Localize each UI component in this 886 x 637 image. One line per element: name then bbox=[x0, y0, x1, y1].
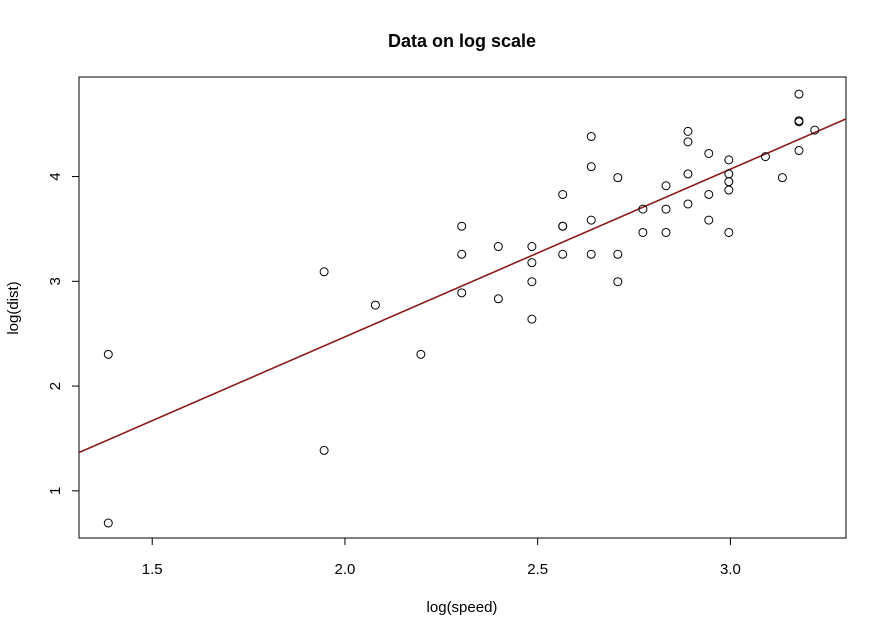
data-point bbox=[586, 162, 596, 172]
data-point bbox=[724, 177, 734, 187]
data-point bbox=[527, 258, 537, 268]
data-point bbox=[527, 314, 537, 324]
data-point bbox=[370, 300, 380, 310]
data-point bbox=[493, 242, 503, 252]
data-point bbox=[683, 169, 693, 179]
data-point bbox=[810, 125, 820, 135]
data-point bbox=[760, 152, 770, 162]
data-point bbox=[457, 249, 467, 259]
data-point bbox=[586, 132, 596, 142]
data-point bbox=[319, 267, 329, 277]
x-tick-label: 3.0 bbox=[720, 561, 741, 578]
data-point bbox=[613, 277, 623, 287]
data-point bbox=[794, 146, 804, 156]
data-point bbox=[724, 169, 734, 179]
x-tick-label: 2.5 bbox=[527, 561, 548, 578]
x-tick-label: 1.5 bbox=[142, 561, 163, 578]
y-tick-label: 1 bbox=[47, 487, 64, 495]
data-point bbox=[103, 349, 113, 359]
regression-line bbox=[79, 118, 846, 454]
y-tick-label: 3 bbox=[47, 277, 64, 285]
data-point bbox=[683, 199, 693, 209]
y-axis-label: log(dist) bbox=[5, 281, 22, 334]
data-point bbox=[661, 181, 671, 191]
data-point bbox=[558, 221, 568, 231]
data-point bbox=[724, 155, 734, 165]
data-point bbox=[586, 249, 596, 259]
data-point bbox=[103, 518, 113, 528]
data-point bbox=[724, 185, 734, 195]
data-point bbox=[527, 277, 537, 287]
data-point bbox=[638, 204, 648, 214]
plot-area: 1.5 2.0 2.5 3.0 1 2 3 4 bbox=[47, 76, 847, 578]
data-point bbox=[661, 204, 671, 214]
data-point bbox=[704, 215, 714, 225]
data-point bbox=[704, 148, 714, 158]
data-point bbox=[794, 89, 804, 99]
data-point bbox=[661, 227, 671, 237]
data-point bbox=[558, 249, 568, 259]
data-point bbox=[613, 173, 623, 183]
data-point bbox=[794, 116, 804, 126]
data-point bbox=[683, 126, 693, 136]
data-point bbox=[683, 137, 693, 147]
data-point bbox=[527, 242, 537, 252]
data-point bbox=[586, 215, 596, 225]
x-tick-label: 2.0 bbox=[335, 561, 356, 578]
data-point bbox=[493, 294, 503, 304]
chart-title: Data on log scale bbox=[388, 31, 536, 51]
data-point bbox=[613, 249, 623, 259]
data-point bbox=[319, 445, 329, 455]
data-point bbox=[777, 173, 787, 183]
plot-frame bbox=[78, 76, 847, 539]
data-point bbox=[416, 349, 426, 359]
y-tick-label: 4 bbox=[47, 172, 64, 180]
y-tick-label: 2 bbox=[47, 382, 64, 390]
data-point bbox=[638, 227, 648, 237]
data-point bbox=[457, 288, 467, 298]
data-point bbox=[724, 227, 734, 237]
data-point bbox=[704, 189, 714, 199]
x-axis-label: log(speed) bbox=[427, 599, 498, 616]
data-point bbox=[558, 189, 568, 199]
data-point bbox=[457, 221, 467, 231]
